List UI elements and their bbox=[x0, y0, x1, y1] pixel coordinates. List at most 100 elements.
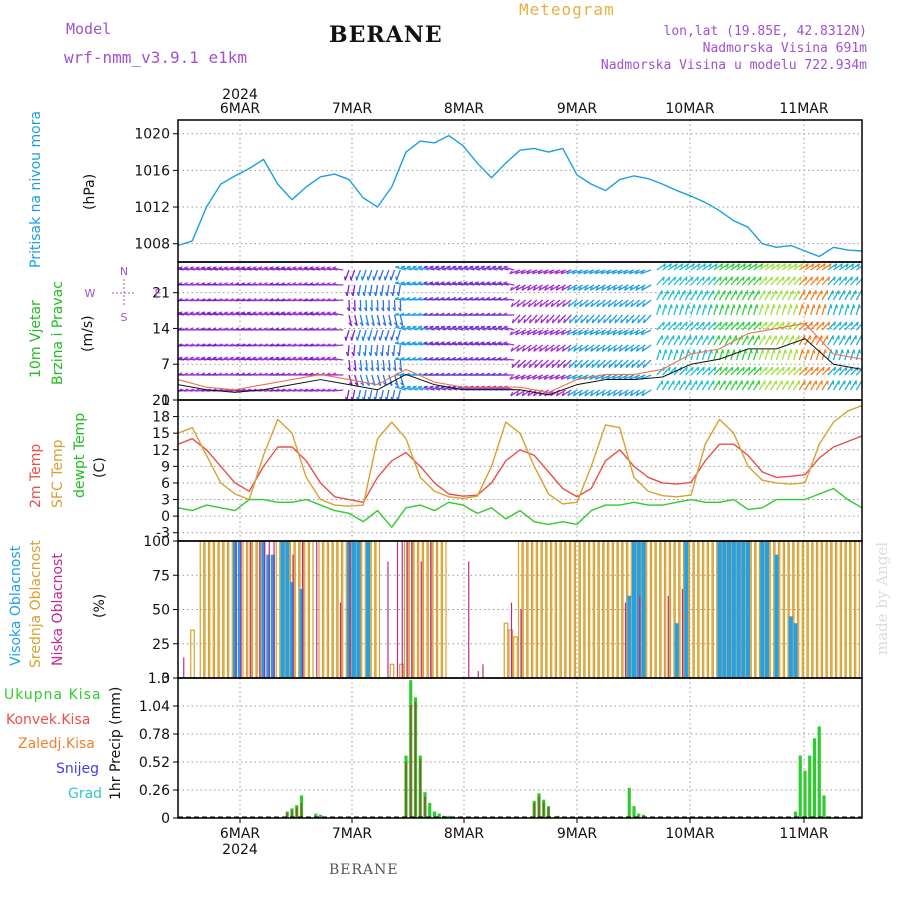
y-tick-label: 0.78 bbox=[139, 727, 170, 743]
cloud-high-bar bbox=[774, 554, 779, 678]
precip-total-bar bbox=[632, 806, 636, 818]
cloud-mid-bar bbox=[755, 540, 761, 679]
cloud-high-bar bbox=[788, 616, 793, 678]
precip-total-bar bbox=[447, 815, 451, 818]
y-tick-label: 3 bbox=[161, 493, 170, 509]
y-tick-label: 21 bbox=[152, 286, 170, 302]
temp-2m-line bbox=[177, 435, 863, 503]
cloud-mid-bar bbox=[836, 540, 841, 679]
compass-letter: S bbox=[121, 311, 128, 324]
cloud-high-bar bbox=[366, 541, 370, 678]
cloud-mid-bar bbox=[593, 540, 599, 679]
cloud-mid-bar bbox=[555, 540, 561, 679]
y-tick-label: 21 bbox=[152, 393, 170, 409]
bottom-day-label: 11MAR bbox=[779, 826, 828, 842]
precip-total-bar bbox=[822, 795, 826, 818]
cloud-mid-bar bbox=[826, 540, 832, 679]
cloud-mid-bar bbox=[812, 540, 818, 679]
cloud-high-bar bbox=[741, 541, 746, 678]
top-day-label: 10MAR bbox=[665, 101, 714, 117]
y-tick-label: 9 bbox=[161, 459, 170, 475]
precip-total-bar bbox=[793, 811, 798, 818]
precip-total-bar bbox=[437, 813, 441, 818]
cloud-high-bar bbox=[237, 541, 242, 678]
precip-total-bar bbox=[812, 738, 817, 818]
temp-sfc-line bbox=[177, 404, 863, 507]
cloud-high-bar bbox=[356, 541, 361, 678]
cloud-mid-bar bbox=[646, 540, 651, 679]
precip-conv-bar bbox=[424, 796, 426, 818]
precip-total-bar bbox=[318, 814, 323, 818]
model-elevation-text: Nadmorska Visina u modelu 722.934m bbox=[600, 58, 867, 73]
top-day-label: 8MAR bbox=[444, 101, 485, 117]
precip-conv-bar bbox=[542, 801, 545, 818]
y-tick-label: 0 bbox=[161, 671, 170, 687]
cloud-mid-bar bbox=[650, 540, 656, 679]
bottom-day-label: 8MAR bbox=[444, 826, 485, 842]
cloud-mid-bar bbox=[304, 540, 309, 679]
bottom-day-label: 9MAR bbox=[557, 826, 598, 842]
cloud-high-bar bbox=[261, 541, 266, 678]
cloud-mid-bar bbox=[513, 636, 518, 679]
cloud-mid-bar bbox=[223, 540, 229, 679]
pressure-series-line bbox=[177, 134, 863, 258]
precip-conv-bar bbox=[419, 758, 422, 818]
cloud-high-bar bbox=[717, 541, 722, 678]
cloud-mid-bar bbox=[413, 540, 419, 679]
precip-total-bar bbox=[803, 770, 807, 818]
precip-total-bar bbox=[428, 802, 432, 818]
page-title: BERANE bbox=[329, 22, 443, 48]
bottom-year-label: 2024 bbox=[222, 842, 258, 858]
y-tick-label: 1020 bbox=[134, 127, 170, 143]
precip-conv-bar bbox=[286, 812, 289, 818]
y-tick-label: 1.04 bbox=[139, 699, 170, 715]
y-tick-label: 75 bbox=[152, 568, 170, 584]
cloud-mid-bar bbox=[546, 540, 552, 679]
cloud-mid-bar bbox=[831, 540, 837, 679]
cloud-mid-bar bbox=[323, 540, 328, 679]
y-tick-label: 0.26 bbox=[139, 783, 170, 799]
precip-total-bar bbox=[641, 814, 646, 818]
y-tick-label: 14 bbox=[152, 321, 170, 337]
wind-compass-icon: N W E S bbox=[85, 265, 162, 324]
cloud-mid-bar bbox=[565, 540, 571, 679]
cloud-high-bar bbox=[760, 541, 765, 678]
cloud-high-bar bbox=[351, 541, 356, 678]
cloud-mid-bar bbox=[817, 540, 822, 679]
cloud-high-bar bbox=[233, 541, 237, 678]
y-tick-label: 7 bbox=[161, 357, 170, 373]
y-tick-label: 6 bbox=[161, 476, 170, 492]
y-tick-label: 12 bbox=[152, 443, 170, 459]
y-tick-label: 0 bbox=[161, 811, 170, 827]
y-tick-label: 25 bbox=[152, 637, 170, 653]
cloud-mid-bar bbox=[551, 540, 556, 679]
y-tick-label: 0.52 bbox=[139, 755, 170, 771]
cloud-mid-bar bbox=[579, 540, 585, 679]
cloud-mid-bar bbox=[807, 540, 813, 679]
cloud-high-bar bbox=[731, 541, 736, 678]
cloud-high-bar bbox=[285, 541, 290, 678]
precip-total-bar bbox=[432, 811, 437, 818]
y-tick-label: 1.3 bbox=[148, 671, 170, 687]
top-day-label: 7MAR bbox=[332, 101, 373, 117]
precip-conv-bar bbox=[547, 807, 550, 818]
cloud-mid-bar bbox=[570, 540, 575, 679]
precip-conv-bar bbox=[538, 796, 540, 818]
y-tick-label: 18 bbox=[152, 410, 170, 426]
cloud-mid-bar bbox=[589, 540, 594, 679]
wind-gust-line bbox=[177, 322, 863, 393]
cloud-mid-bar bbox=[503, 622, 509, 679]
cloud-mid-bar bbox=[375, 540, 381, 679]
lonlat-text: lon,lat (19.85E, 42.8312N) bbox=[663, 24, 868, 39]
meteogram-label: Meteogram bbox=[519, 0, 615, 19]
cloud-mid-bar bbox=[655, 540, 661, 679]
wind-speed-line bbox=[177, 338, 863, 396]
cloud-mid-bar bbox=[327, 540, 333, 679]
cloud-mid-bar bbox=[560, 540, 566, 679]
precip-legend-snow: Snijeg bbox=[56, 761, 100, 777]
model-label: Model bbox=[66, 20, 112, 38]
cloud-mid-bar bbox=[190, 629, 195, 679]
precip-total-bar bbox=[817, 726, 821, 818]
cloud-high-bar bbox=[674, 623, 679, 678]
